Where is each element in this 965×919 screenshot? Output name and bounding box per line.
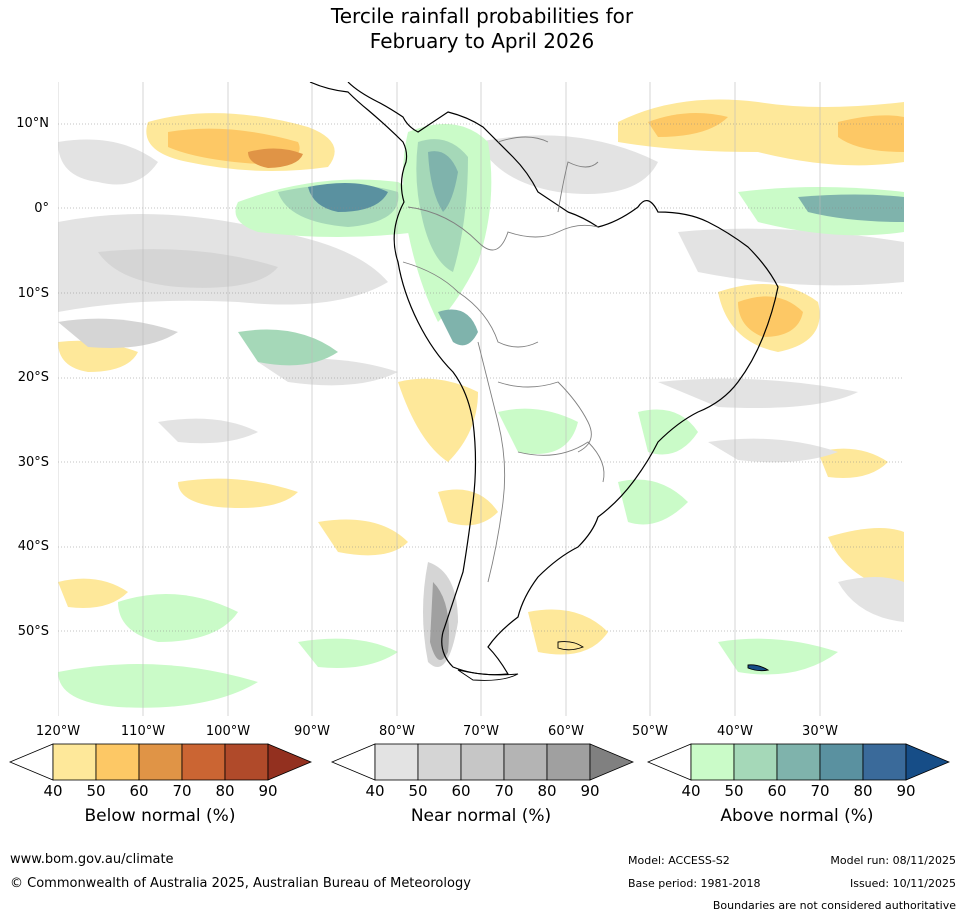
above-tick-50: 50 [724,782,744,800]
colorbar-segment [224,743,269,781]
lon-label-80w: 80°W [379,724,415,739]
map-panel [58,82,904,716]
colorbar-segment [776,743,821,781]
above-tick-40: 40 [681,782,701,800]
map-title: Tercile rainfall probabilities for Febru… [0,4,965,54]
colorbar-near-normal [330,743,634,781]
colorbar-low-arrow [330,743,376,781]
lat-label-0: 0° [34,201,49,216]
below-normal-title: Below normal (%) [84,806,236,826]
colorbar-segment [546,743,591,781]
model-name: Model: ACCESS-S2 [628,854,730,867]
southern-islands [457,641,770,681]
colorbar-below-normal [8,743,312,781]
near-normal-title: Near normal (%) [410,806,552,826]
colorbar-segment [138,743,183,781]
lon-label-70w: 70°W [463,724,499,739]
below-tick-50: 50 [86,782,106,800]
below-tick-80: 80 [215,782,235,800]
lon-label-60w: 60°W [548,724,584,739]
colorbar-low-arrow [8,743,54,781]
issued-date: Issued: 10/11/2025 [849,877,956,890]
lat-label-30s: 30°S [17,455,49,470]
boundaries-disclaimer: Boundaries are not considered authoritat… [712,899,956,912]
meridians [58,82,821,716]
above-tick-90: 90 [896,782,916,800]
above-tick-70: 70 [810,782,830,800]
near-normal-regions [58,135,904,667]
below-normal-regions [58,99,904,655]
lon-label-30w: 30°W [802,724,838,739]
colorbar-segment [417,743,462,781]
lon-label-40w: 40°W [717,724,753,739]
lat-label-10s: 10°S [17,286,49,301]
below-tick-60: 60 [129,782,149,800]
country-borders [402,136,605,583]
lat-label-20s: 20°S [17,370,49,385]
colorbar-high-arrow [905,743,950,781]
above-tick-80: 80 [853,782,873,800]
lat-label-10n: 10°N [16,116,49,131]
near-tick-70: 70 [494,782,514,800]
colorbar-above-normal [646,743,950,781]
near-tick-50: 50 [408,782,428,800]
base-period: Base period: 1981-2018 [628,877,761,890]
colorbar-segment [733,743,778,781]
near-tick-90: 90 [580,782,600,800]
colorbar-high-arrow [267,743,312,781]
colorbar-segment [690,743,735,781]
colorbar-segment [181,743,226,781]
colorbar-segment [52,743,97,781]
lon-label-120w: 120°W [35,724,81,739]
below-tick-40: 40 [43,782,63,800]
colorbar-segment [95,743,140,781]
title-line-2: February to April 2026 [369,29,595,53]
model-run: Model run: 08/11/2025 [830,854,956,867]
lat-label-40s: 40°S [17,539,49,554]
rainfall-probability-map [58,82,904,716]
lon-label-90w: 90°W [294,724,330,739]
near-tick-80: 80 [537,782,557,800]
near-tick-60: 60 [451,782,471,800]
bom-website: www.bom.gov.au/climate [10,852,174,867]
colorbar-segment [460,743,505,781]
lon-label-110w: 110°W [120,724,166,739]
below-tick-70: 70 [172,782,192,800]
coastline [309,82,779,676]
above-tick-60: 60 [767,782,787,800]
title-line-1: Tercile rainfall probabilities for [330,4,634,28]
above-normal-title: Above normal (%) [720,806,874,826]
colorbar-segment [374,743,419,781]
colorbar-segment [503,743,548,781]
colorbar-low-arrow [646,743,692,781]
below-tick-90: 90 [258,782,278,800]
copyright: © Commonwealth of Australia 2025, Austra… [10,876,471,891]
colorbar-segment [862,743,907,781]
lon-label-100w: 100°W [205,724,251,739]
lat-label-50s: 50°S [17,624,49,639]
colorbar-high-arrow [589,743,634,781]
near-tick-40: 40 [365,782,385,800]
lon-label-50w: 50°W [632,724,668,739]
above-normal-regions [58,124,904,708]
colorbar-segment [819,743,864,781]
